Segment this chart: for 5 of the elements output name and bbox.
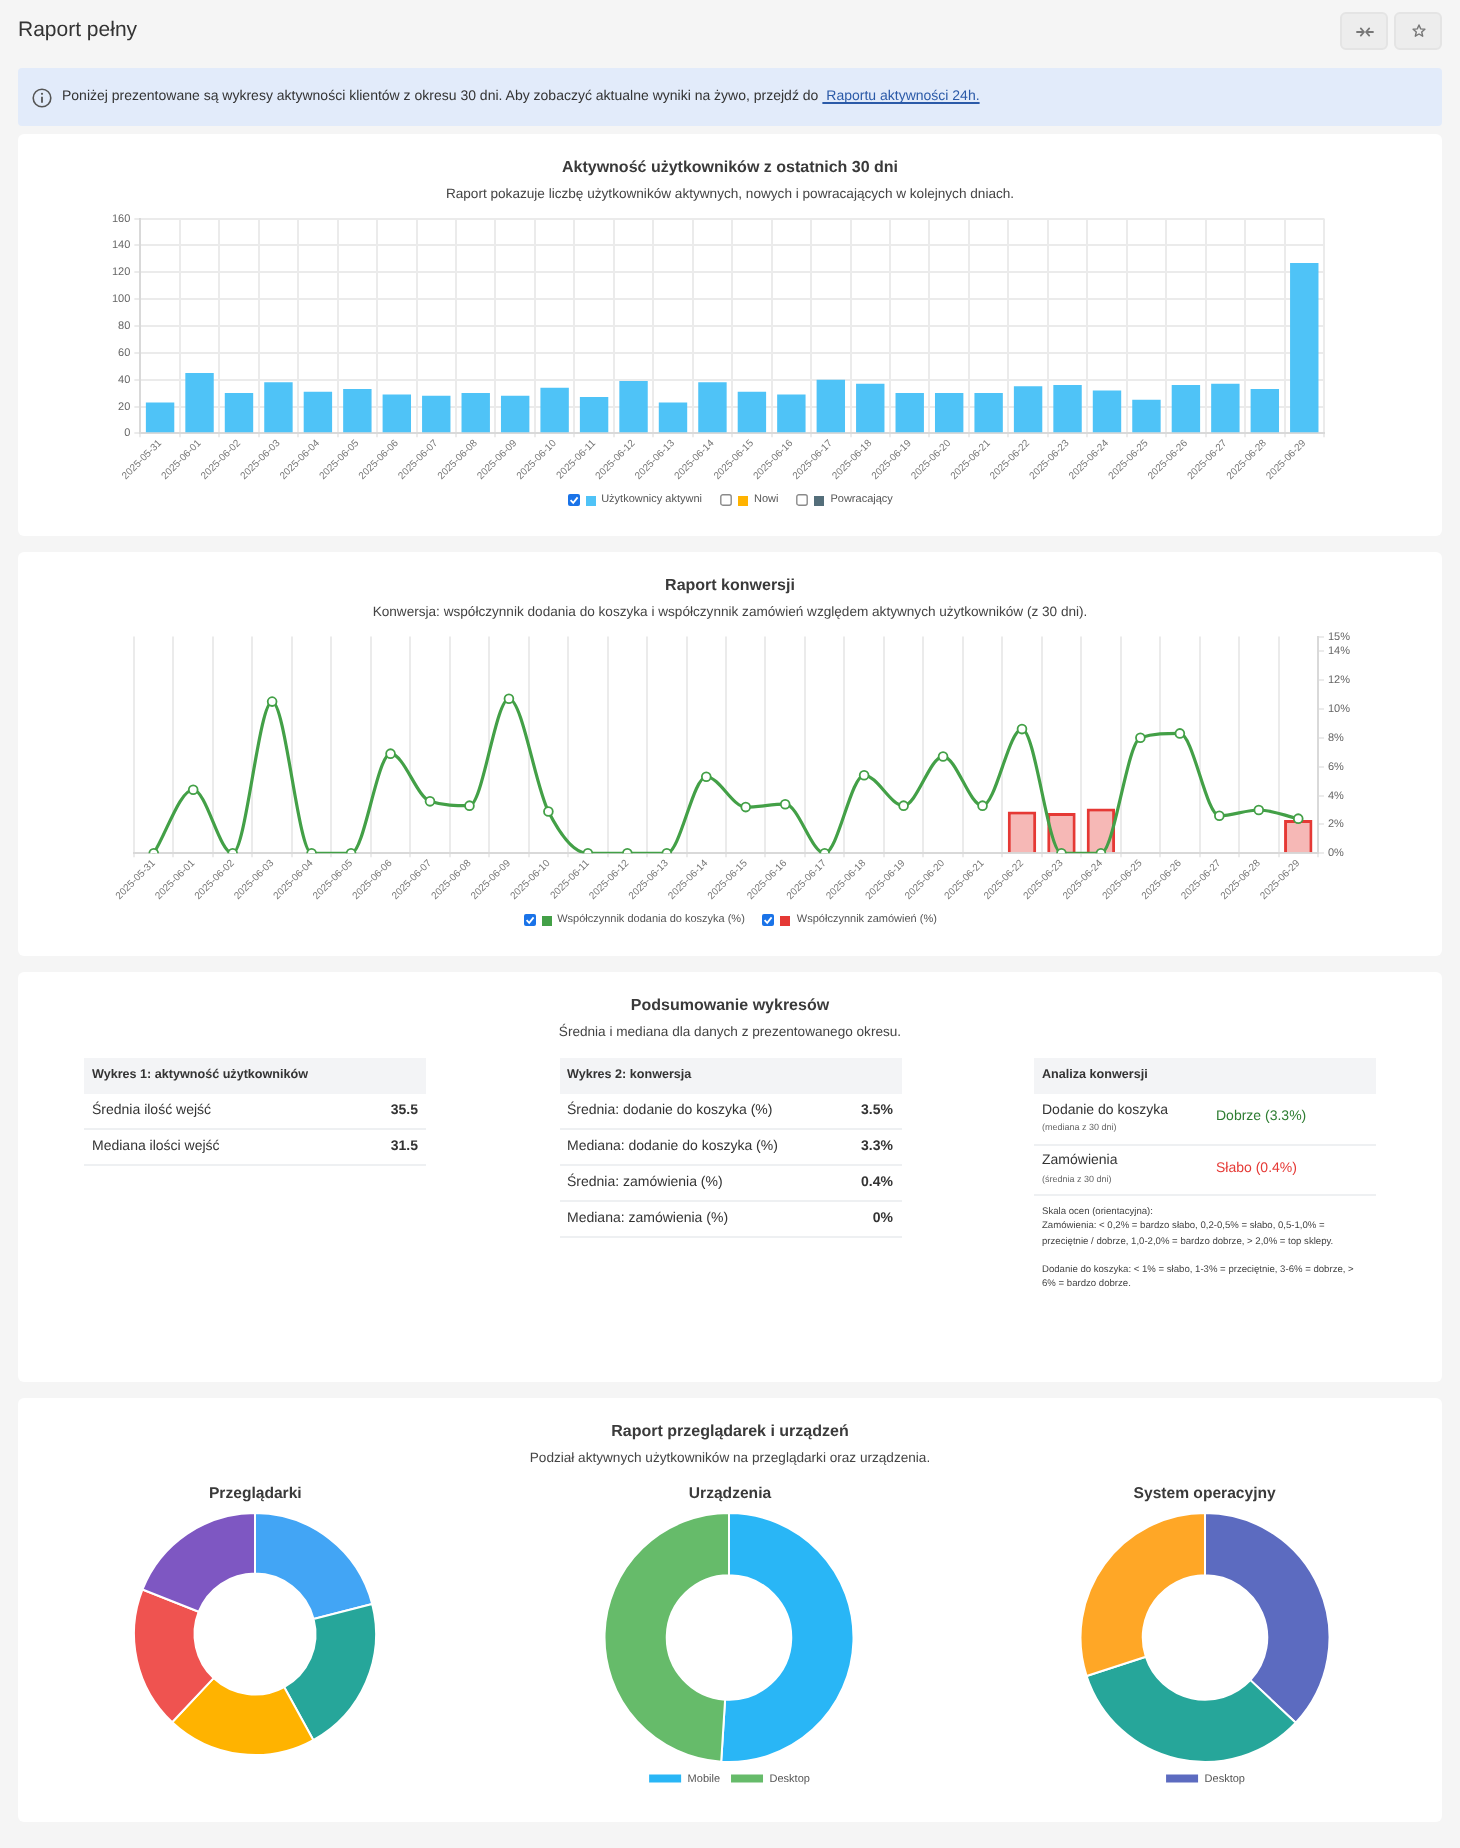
text: Raport pełny bbox=[18, 18, 138, 44]
text: Podsumowanie wykresów bbox=[628, 994, 832, 1016]
chart-title: Raport konwersji bbox=[663, 574, 797, 596]
chart-title: Aktywność użytkowników z ostatnich 30 dni bbox=[559, 156, 901, 178]
text: Raport przeglądarek i urządzeń bbox=[609, 1420, 851, 1442]
